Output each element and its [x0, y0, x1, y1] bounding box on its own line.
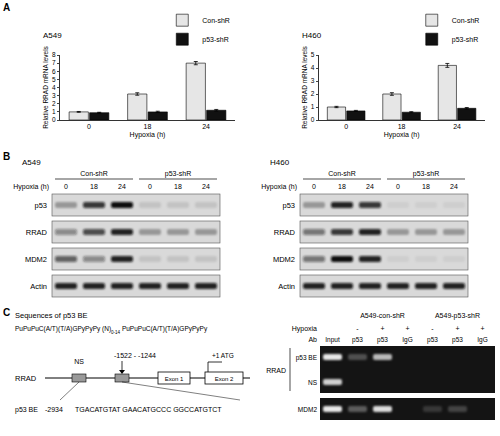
svg-text:NS: NS [308, 379, 318, 386]
svg-text:+: + [405, 325, 409, 332]
svg-text:4: 4 [311, 64, 315, 71]
svg-text:18: 18 [144, 123, 152, 130]
svg-text:Hypoxia (h): Hypoxia (h) [261, 183, 297, 191]
svg-text:A549-con-shR: A549-con-shR [360, 312, 405, 319]
svg-text:A549: A549 [22, 158, 41, 167]
svg-text:+1 ATG: +1 ATG [212, 352, 234, 359]
svg-text:Hypoxia (h): Hypoxia (h) [13, 183, 49, 191]
svg-text:MDM2: MDM2 [25, 255, 47, 264]
svg-text:24: 24 [453, 123, 461, 130]
svg-text:Hypoxia: Hypoxia [292, 325, 317, 333]
svg-text:6: 6 [52, 68, 56, 75]
svg-text:-: - [431, 325, 434, 332]
svg-text:RRAD: RRAD [15, 374, 37, 383]
svg-text:Con-shR: Con-shR [452, 17, 480, 24]
svg-text:0: 0 [87, 123, 91, 130]
svg-text:p53 BE: p53 BE [15, 406, 38, 414]
svg-text:+: + [380, 325, 384, 332]
svg-text:p53-shR: p53-shR [202, 36, 228, 44]
svg-text:p53: p53 [34, 201, 47, 210]
svg-text:Relative RRAD mRNA levels: Relative RRAD mRNA levels [42, 45, 49, 128]
svg-text:p53-shR: p53-shR [452, 36, 478, 44]
svg-text:IgG: IgG [402, 336, 412, 344]
svg-text:TGACATGTAT GAACATGCCC GGCCATGT: TGACATGTAT GAACATGCCC GGCCATGTCT [75, 406, 222, 413]
svg-text:+: + [480, 325, 484, 332]
svg-text:1: 1 [311, 103, 315, 110]
svg-text:-1522 - -1244: -1522 - -1244 [114, 352, 156, 359]
svg-text:8: 8 [52, 51, 56, 58]
svg-text:0: 0 [148, 183, 152, 190]
svg-text:RRAD: RRAD [26, 228, 48, 237]
svg-text:+: + [455, 325, 459, 332]
svg-text:0: 0 [52, 116, 56, 123]
svg-text:p53: p53 [452, 336, 463, 344]
svg-text:NS: NS [74, 358, 84, 365]
svg-text:A: A [3, 2, 10, 13]
svg-text:0: 0 [344, 123, 348, 130]
svg-text:Relative RRAD mRNA levels: Relative RRAD mRNA levels [301, 45, 308, 128]
svg-text:2: 2 [52, 100, 56, 107]
svg-text:0: 0 [64, 183, 68, 190]
svg-text:B: B [3, 151, 10, 162]
svg-text:p53-shR: p53-shR [165, 170, 191, 178]
svg-text:IgG: IgG [477, 336, 487, 344]
svg-text:24: 24 [450, 183, 458, 190]
svg-text:3: 3 [311, 77, 315, 84]
svg-text:RRAD: RRAD [274, 228, 296, 237]
svg-text:RRAD: RRAD [266, 367, 286, 374]
svg-text:Hypoxia (h): Hypoxia (h) [384, 131, 420, 139]
svg-text:18: 18 [174, 183, 182, 190]
svg-text:p53 BE: p53 BE [296, 354, 318, 362]
svg-text:H460: H460 [270, 158, 290, 167]
svg-text:Con-shR: Con-shR [202, 17, 230, 24]
svg-text:5: 5 [52, 76, 56, 83]
svg-text:1: 1 [52, 108, 56, 115]
svg-text:Input: Input [325, 336, 340, 344]
svg-text:0: 0 [312, 183, 316, 190]
svg-text:p53: p53 [427, 336, 438, 344]
svg-text:Hypoxia (h): Hypoxia (h) [130, 131, 166, 139]
svg-text:18: 18 [338, 183, 346, 190]
svg-text:2: 2 [311, 90, 315, 97]
svg-text:Exon 1: Exon 1 [165, 376, 184, 382]
svg-text:7: 7 [52, 59, 56, 66]
svg-text:H460: H460 [302, 31, 322, 40]
svg-text:MDM2: MDM2 [273, 255, 295, 264]
svg-text:PuPuPuC(A/T)(T/A)GPyPyPy (N)0-: PuPuPuC(A/T)(T/A)GPyPyPy (N)0-14 PuPuPuC… [15, 325, 208, 335]
svg-text:18: 18 [422, 183, 430, 190]
svg-text:A549-p53-shR: A549-p53-shR [435, 312, 480, 320]
svg-text:p53: p53 [352, 336, 363, 344]
svg-text:18: 18 [398, 123, 406, 130]
svg-text:4: 4 [52, 84, 56, 91]
svg-text:C: C [3, 307, 10, 318]
svg-text:24: 24 [202, 183, 210, 190]
svg-text:Con-shR: Con-shR [328, 170, 356, 177]
svg-text:Con-shR: Con-shR [80, 170, 108, 177]
svg-text:Actin: Actin [30, 282, 47, 291]
svg-text:Actin: Actin [278, 282, 295, 291]
svg-text:18: 18 [90, 183, 98, 190]
svg-text:p53-shR: p53-shR [413, 170, 439, 178]
svg-text:-: - [356, 325, 359, 332]
svg-text:24: 24 [202, 123, 210, 130]
svg-text:5: 5 [311, 51, 315, 58]
svg-text:24: 24 [118, 183, 126, 190]
svg-text:Exon 2: Exon 2 [215, 376, 234, 382]
svg-text:-2934: -2934 [45, 406, 63, 413]
svg-text:0: 0 [311, 116, 315, 123]
svg-text:Ab: Ab [308, 336, 317, 343]
svg-text:p53: p53 [377, 336, 388, 344]
svg-text:p53: p53 [282, 201, 295, 210]
svg-text:MDM2: MDM2 [298, 406, 318, 413]
svg-text:24: 24 [366, 183, 374, 190]
svg-text:0: 0 [396, 183, 400, 190]
svg-text:A549: A549 [43, 31, 62, 40]
svg-text:Sequences of p53 BE: Sequences of p53 BE [15, 311, 88, 320]
svg-text:3: 3 [52, 92, 56, 99]
